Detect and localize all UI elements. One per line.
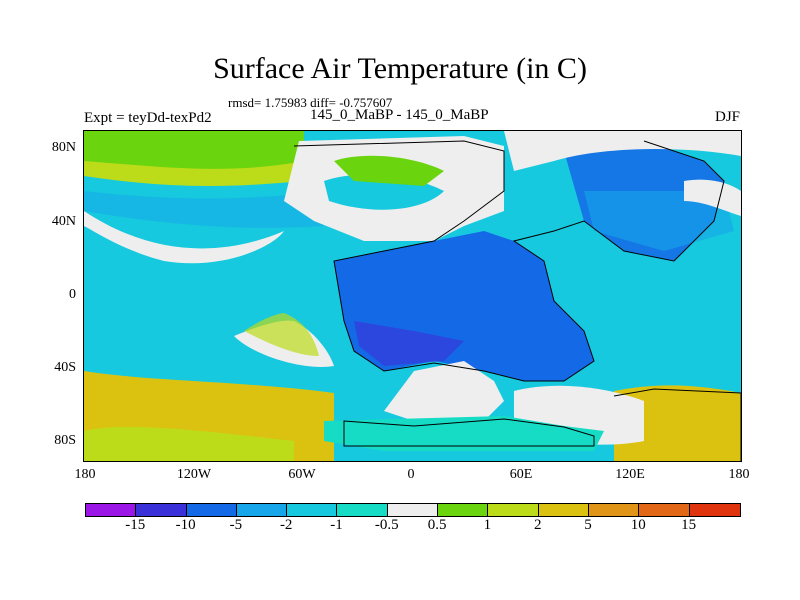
temperature-map	[83, 130, 742, 462]
colorbar	[85, 503, 741, 517]
colorbar-box	[689, 504, 740, 516]
colorbar-label: -5	[229, 517, 243, 533]
colorbar-box	[337, 504, 388, 516]
colorbar-label: 2	[533, 517, 542, 533]
lon-label-60e: 60E	[509, 467, 533, 482]
lat-label-40s: 40S	[54, 360, 76, 375]
map-title: Surface Air Temperature (in C)	[213, 52, 587, 85]
colorbar-label: 1	[483, 517, 492, 533]
colorbar-label: 15	[681, 517, 697, 533]
colorbar-label: -15	[125, 517, 146, 533]
colorbar-label: -10	[175, 517, 196, 533]
temperature-map-svg	[84, 131, 741, 461]
colorbar-label: -2	[279, 517, 293, 533]
lat-label-80n: 80N	[51, 140, 76, 155]
lon-label-120e: 120E	[615, 467, 645, 482]
colorbar-label: 10	[630, 517, 646, 533]
period-label: 145_0_MaBP - 145_0_MaBP	[310, 107, 489, 123]
lon-label-60w: 60W	[288, 467, 316, 482]
colorbar-label: 5	[584, 517, 592, 533]
colorbar-box	[287, 504, 338, 516]
colorbar-box	[538, 504, 589, 516]
colorbar-box	[387, 504, 439, 516]
lon-label-180w: 180	[74, 467, 96, 482]
colorbar-box	[236, 504, 288, 516]
colorbar-label: -1	[330, 517, 343, 533]
lon-label-0: 0	[407, 467, 415, 482]
lat-label-0: 0	[69, 287, 76, 302]
colorbar-box	[588, 504, 640, 516]
lat-label-80s: 80S	[54, 433, 76, 448]
experiment-label: Expt = teyDd-texPd2	[84, 110, 212, 126]
colorbar-box	[86, 504, 137, 516]
statistics-text: rmsd= 1.75983 diff= -0.757607	[228, 95, 393, 110]
colorbar-label: -0.5	[374, 517, 399, 533]
colorbar-box	[438, 504, 489, 516]
lon-label-120w: 120W	[176, 467, 212, 482]
colorbar-box	[186, 504, 237, 516]
lat-label-40n: 40N	[51, 214, 76, 229]
lon-label-180e: 180	[728, 467, 750, 482]
colorbar-box	[639, 504, 690, 516]
colorbar-box	[136, 504, 187, 516]
colorbar-label: 0.5	[427, 517, 447, 533]
colorbar-box	[488, 504, 539, 516]
season-label: DJF	[714, 109, 740, 125]
